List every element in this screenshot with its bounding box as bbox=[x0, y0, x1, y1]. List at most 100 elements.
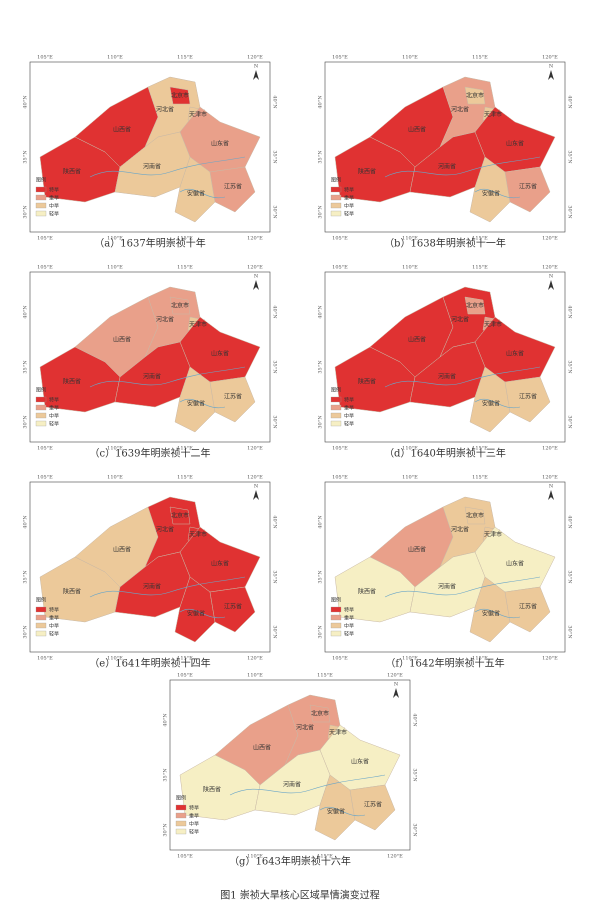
region bbox=[464, 506, 486, 525]
legend-swatch bbox=[330, 194, 342, 201]
lon-label: 105°E bbox=[332, 475, 348, 481]
legend-label: 重旱 bbox=[189, 813, 199, 820]
region bbox=[504, 376, 551, 423]
region-label: 山东省 bbox=[506, 560, 524, 568]
legend-swatch bbox=[330, 614, 342, 621]
north-arrow bbox=[393, 688, 399, 698]
region-label: 山西省 bbox=[113, 336, 131, 344]
lon-label: 105°E bbox=[37, 265, 53, 271]
lat-label: 40°N bbox=[23, 305, 29, 319]
region-label: 江苏省 bbox=[519, 603, 537, 611]
region-label: 山西省 bbox=[113, 126, 131, 134]
lat-label: 40°N bbox=[23, 95, 29, 109]
lat-label: 35°N bbox=[23, 150, 29, 164]
lat-label: 30°N bbox=[318, 205, 324, 219]
region-label: 河北省 bbox=[156, 526, 174, 534]
region-label: 河北省 bbox=[451, 106, 469, 114]
legend-swatch bbox=[35, 202, 47, 209]
lat-label: 35°N bbox=[318, 150, 324, 164]
north-label: N bbox=[549, 484, 554, 490]
region-label: 山东省 bbox=[211, 350, 229, 358]
lon-label: 105°E bbox=[332, 55, 348, 61]
north-label: N bbox=[254, 64, 259, 70]
lat-label: 40°N bbox=[318, 95, 324, 109]
legend-label: 重旱 bbox=[344, 615, 354, 622]
lat-label: 35°N bbox=[163, 768, 169, 782]
region-label: 河北省 bbox=[156, 106, 174, 114]
lat-label: 30°N bbox=[163, 823, 169, 837]
legend-swatch bbox=[35, 606, 47, 613]
lon-label: 105°E bbox=[37, 446, 53, 452]
lon-label: 115°E bbox=[317, 673, 333, 679]
legend-title: 图例 bbox=[36, 597, 46, 604]
lat-label: 35°N bbox=[567, 570, 573, 584]
region-label: 江苏省 bbox=[364, 801, 382, 809]
lat-label: 40°N bbox=[163, 713, 169, 727]
lon-label: 115°E bbox=[472, 55, 488, 61]
panel-caption: （f）1642年明崇祯十五年 bbox=[385, 657, 504, 670]
legend-swatch bbox=[35, 404, 47, 411]
lon-label: 120°E bbox=[247, 656, 263, 662]
region-label: 河南省 bbox=[143, 583, 161, 591]
region-label: 天津市 bbox=[189, 531, 207, 539]
river bbox=[474, 398, 521, 409]
region bbox=[504, 586, 551, 633]
river bbox=[89, 156, 246, 178]
legend-label: 特旱 bbox=[344, 187, 354, 194]
region-label: 陕西省 bbox=[358, 168, 376, 176]
legend-swatch bbox=[35, 622, 47, 629]
panel-caption: （d）1640年明崇祯十三年 bbox=[384, 447, 506, 460]
legend-title: 图例 bbox=[331, 597, 341, 604]
lat-label: 35°N bbox=[23, 570, 29, 584]
region-label: 安徽省 bbox=[482, 400, 500, 408]
legend-swatch bbox=[330, 420, 342, 427]
panel-caption: （b）1638年明崇祯十一年 bbox=[384, 237, 506, 250]
region-label: 河南省 bbox=[438, 583, 456, 591]
region-label: 山东省 bbox=[506, 350, 524, 358]
lon-label: 120°E bbox=[542, 265, 558, 271]
lat-label: 35°N bbox=[272, 150, 278, 164]
region-label: 安徽省 bbox=[327, 808, 345, 816]
north-arrow bbox=[253, 70, 259, 80]
region-label: 北京市 bbox=[171, 302, 189, 310]
region-label: 北京市 bbox=[466, 512, 484, 520]
lon-label: 115°E bbox=[472, 475, 488, 481]
lat-label: 40°N bbox=[318, 305, 324, 319]
lon-label: 115°E bbox=[472, 236, 488, 242]
legend-title: 图例 bbox=[331, 177, 341, 184]
lon-label: 110°E bbox=[402, 446, 418, 452]
lat-label: 35°N bbox=[318, 360, 324, 374]
region-label: 天津市 bbox=[484, 111, 502, 119]
lat-label: 30°N bbox=[23, 415, 29, 429]
lat-label: 30°N bbox=[272, 625, 278, 639]
region-label: 天津市 bbox=[484, 321, 502, 329]
legend-swatch bbox=[35, 396, 47, 403]
region-label: 天津市 bbox=[329, 729, 347, 737]
north-arrow bbox=[548, 70, 554, 80]
legend-label: 中旱 bbox=[344, 623, 354, 630]
lon-label: 110°E bbox=[107, 55, 123, 61]
lat-label: 30°N bbox=[567, 205, 573, 219]
lon-label: 120°E bbox=[247, 265, 263, 271]
lat-label: 40°N bbox=[567, 305, 573, 319]
legend-swatch bbox=[35, 630, 47, 637]
lon-label: 110°E bbox=[402, 236, 418, 242]
legend-swatch bbox=[35, 614, 47, 621]
lon-label: 105°E bbox=[332, 446, 348, 452]
legend-swatch bbox=[175, 812, 187, 819]
region bbox=[209, 166, 256, 213]
legend-label: 中旱 bbox=[49, 623, 59, 630]
lon-label: 120°E bbox=[542, 656, 558, 662]
lat-label: 40°N bbox=[272, 515, 278, 529]
legend-title: 图例 bbox=[36, 387, 46, 394]
legend-label: 重旱 bbox=[49, 195, 59, 202]
lat-label: 40°N bbox=[318, 515, 324, 529]
panel-caption: （c）1639年明崇祯十二年 bbox=[89, 447, 210, 460]
river bbox=[384, 156, 541, 178]
region bbox=[504, 166, 551, 213]
lon-label: 115°E bbox=[177, 265, 193, 271]
lon-label: 115°E bbox=[177, 446, 193, 452]
